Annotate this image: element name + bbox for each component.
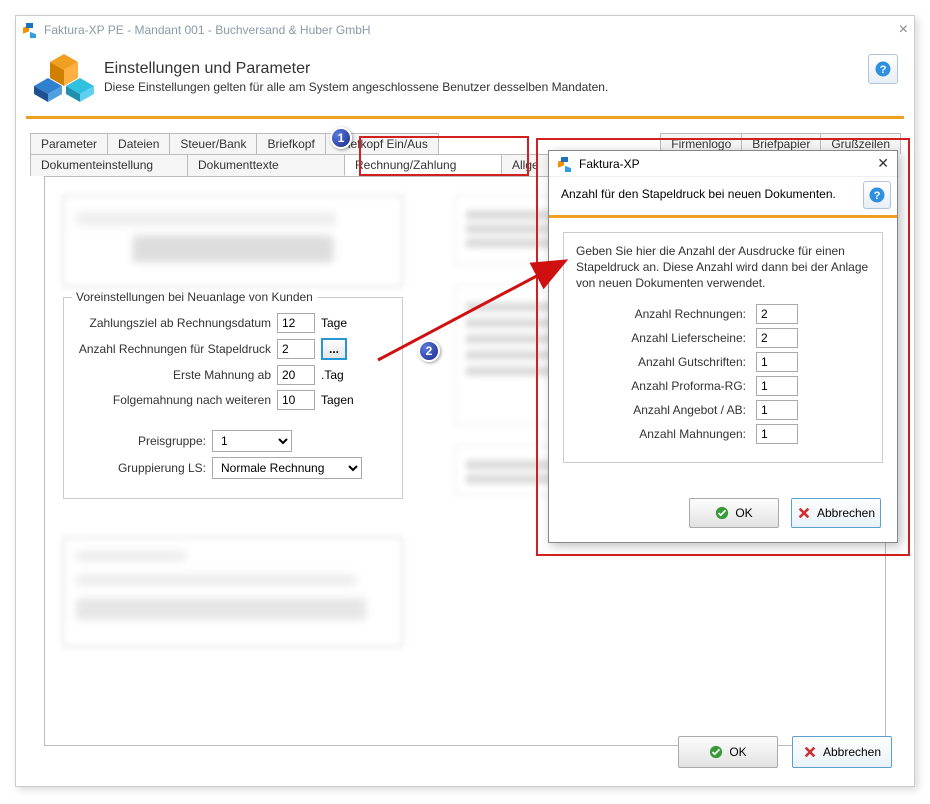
dialog-fieldset: Geben Sie hier die Anzahl der Ausdrucke …	[563, 232, 883, 463]
ok-button[interactable]: OK	[678, 736, 778, 768]
dialog-app-icon	[557, 156, 573, 172]
zahlungsziel-unit: Tage	[321, 316, 347, 330]
dialog-footer-buttons: OK Abbrechen	[689, 498, 881, 528]
proforma-input[interactable]	[756, 376, 798, 396]
tab-parameter[interactable]: Parameter	[30, 133, 108, 154]
angebot-input[interactable]	[756, 400, 798, 420]
preisgruppe-select[interactable]: 1	[212, 430, 292, 452]
lieferscheine-label: Anzahl Lieferscheine:	[576, 331, 746, 345]
preisgruppe-label: Preisgruppe:	[76, 434, 206, 448]
erste-mahnung-input[interactable]	[277, 365, 315, 385]
rechnungen-label: Anzahl Rechnungen:	[576, 307, 746, 321]
tab-allgemein[interactable]: Allge	[501, 154, 550, 176]
page-subtitle: Diese Einstellungen gelten für alle am S…	[104, 80, 608, 94]
gutschriften-label: Anzahl Gutschriften:	[576, 355, 746, 369]
stapel-more-button[interactable]: ...	[321, 338, 347, 360]
ok-check-icon	[709, 745, 723, 759]
folge-label: Folgemahnung nach weiteren	[76, 393, 271, 407]
main-footer-buttons: OK Abbrechen	[678, 736, 892, 768]
erste-mahnung-label: Erste Mahnung ab	[76, 368, 271, 382]
help-button[interactable]: ?	[868, 54, 898, 84]
dialog-ok-button[interactable]: OK	[689, 498, 779, 528]
header-band: Einstellungen und Parameter Diese Einste…	[26, 44, 904, 119]
rechnungen-input[interactable]	[756, 304, 798, 324]
folge-unit: Tagen	[321, 393, 354, 407]
tab-dokumenteinstellung[interactable]: Dokumenteinstellung	[30, 154, 188, 176]
zahlungsziel-input[interactable]	[277, 313, 315, 333]
dialog-description: Geben Sie hier die Anzahl der Ausdrucke …	[576, 243, 870, 292]
gutschriften-input[interactable]	[756, 352, 798, 372]
mahnungen-label: Anzahl Mahnungen:	[576, 427, 746, 441]
cancel-x-icon	[797, 506, 811, 520]
help-icon: ?	[874, 60, 892, 78]
tab-dateien[interactable]: Dateien	[107, 133, 170, 154]
cancel-button[interactable]: Abbrechen	[792, 736, 892, 768]
stapeldruck-dialog: Faktura-XP ✕ Anzahl für den Stapeldruck …	[548, 150, 898, 543]
help-icon: ?	[868, 186, 886, 204]
tab-rechnung-zahlung[interactable]: Rechnung/Zahlung	[344, 154, 502, 176]
dialog-title: Faktura-XP	[579, 157, 640, 171]
stapel-label: Anzahl Rechnungen für Stapeldruck	[76, 342, 271, 356]
presets-fieldset: Voreinstellungen bei Neuanlage von Kunde…	[63, 297, 403, 499]
page-title: Einstellungen und Parameter	[104, 60, 608, 78]
window-title: Faktura-XP PE - Mandant 001 - Buchversan…	[44, 23, 371, 37]
folge-input[interactable]	[277, 390, 315, 410]
dialog-header: Anzahl für den Stapeldruck bei neuen Dok…	[549, 177, 897, 218]
callout-badge-2: 2	[418, 340, 440, 362]
lieferscheine-input[interactable]	[756, 328, 798, 348]
mahnungen-input[interactable]	[756, 424, 798, 444]
svg-text:?: ?	[880, 64, 887, 76]
dialog-close-icon[interactable]: ✕	[877, 155, 889, 172]
angebot-label: Anzahl Angebot / AB:	[576, 403, 746, 417]
presets-legend: Voreinstellungen bei Neuanlage von Kunde…	[72, 290, 317, 304]
dialog-titlebar: Faktura-XP ✕	[549, 151, 897, 177]
stapel-input[interactable]	[277, 339, 315, 359]
dialog-cancel-button[interactable]: Abbrechen	[791, 498, 881, 528]
close-icon[interactable]: ×	[899, 21, 908, 39]
zahlungsziel-label: Zahlungsziel ab Rechnungsdatum	[76, 316, 271, 330]
app-logo-icon	[22, 22, 38, 38]
callout-badge-1: 1	[330, 127, 352, 149]
tab-dokumenttexte[interactable]: Dokumenttexte	[187, 154, 345, 176]
svg-text:?: ?	[874, 190, 881, 202]
cubes-icon	[34, 52, 94, 102]
erste-mahnung-unit: .Tag	[321, 368, 344, 382]
proforma-label: Anzahl Proforma-RG:	[576, 379, 746, 393]
dialog-help-button[interactable]: ?	[863, 181, 891, 209]
gruppierung-label: Gruppierung LS:	[76, 461, 206, 475]
titlebar: Faktura-XP PE - Mandant 001 - Buchversan…	[16, 16, 914, 44]
cancel-x-icon	[803, 745, 817, 759]
gruppierung-select[interactable]: Normale Rechnung	[212, 457, 362, 479]
dialog-header-text: Anzahl für den Stapeldruck bei neuen Dok…	[561, 187, 885, 201]
tab-steuer-bank[interactable]: Steuer/Bank	[169, 133, 257, 154]
tab-briefkopf[interactable]: Briefkopf	[256, 133, 325, 154]
ok-check-icon	[715, 506, 729, 520]
